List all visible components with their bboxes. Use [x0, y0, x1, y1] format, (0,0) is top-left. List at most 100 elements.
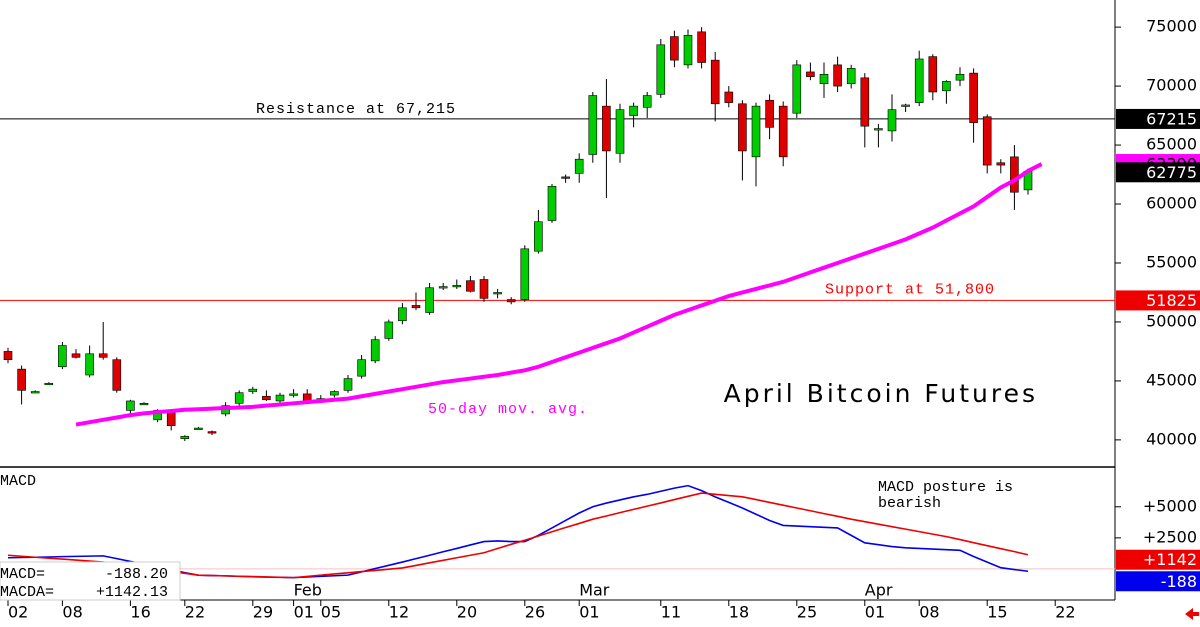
x-tick-label: 25: [797, 603, 817, 622]
value-box-label: -188: [1161, 572, 1197, 591]
candle-body: [914, 58, 924, 103]
candle-body: [194, 427, 203, 430]
candle-body: [642, 95, 652, 108]
legend-box: [0, 561, 181, 601]
ma-label: 50-day mov. avg.: [428, 401, 588, 418]
candle-body: [969, 72, 978, 123]
x-tick-label: 08: [62, 603, 82, 622]
x-tick-label: 12: [389, 603, 409, 622]
month-label: Mar: [579, 581, 610, 600]
candle-body: [493, 292, 502, 295]
y-tick-label: 55000: [1146, 252, 1197, 271]
candle-body: [534, 221, 543, 252]
candle-body: [574, 158, 584, 174]
candle-body: [996, 162, 1006, 166]
candle-body: [398, 307, 407, 322]
y2-tick-label: +5000: [1143, 496, 1197, 515]
x-tick-label: 08: [919, 603, 939, 622]
candle-body: [506, 299, 516, 303]
candle-body: [357, 359, 366, 377]
candle-body: [656, 44, 666, 95]
candle-body: [833, 64, 842, 87]
candle-body: [928, 56, 938, 93]
candle-body: [901, 104, 910, 107]
candle-body: [44, 382, 54, 386]
candle-body: [262, 395, 271, 401]
candle-body: [384, 321, 394, 339]
value-box: [1116, 162, 1200, 183]
candle-body: [874, 128, 883, 131]
candle-body: [166, 412, 176, 427]
value-box: [1116, 571, 1200, 592]
candle-body: [248, 388, 258, 392]
chart-title: April Bitcoin Futures: [724, 379, 1038, 408]
legend-value: -188.20: [105, 566, 168, 583]
x-tick-label: 01: [579, 603, 599, 622]
candle-body: [710, 59, 720, 105]
candle-body: [343, 378, 353, 391]
candle-body: [139, 403, 149, 406]
value-box-label: 62775: [1146, 163, 1197, 182]
candle-body: [860, 77, 870, 127]
candle-body: [30, 391, 40, 394]
candle-body: [85, 353, 94, 376]
candle-body: [629, 105, 638, 116]
x-tick-label: 26: [525, 603, 545, 622]
candle-body: [3, 351, 13, 360]
value-box-label: 67215: [1146, 109, 1197, 128]
candle-body: [887, 109, 897, 132]
candle-body: [370, 339, 380, 362]
x-tick-label: 11: [661, 603, 681, 622]
candle-body: [806, 71, 815, 77]
candle-body: [846, 68, 856, 85]
value-box: [1116, 549, 1200, 570]
y-tick-label: 50000: [1146, 311, 1197, 330]
x-tick-label: 01: [865, 603, 885, 622]
candle-body: [479, 279, 489, 299]
candle-body: [547, 186, 557, 221]
candle-body: [942, 81, 951, 92]
candle-body: [602, 105, 611, 152]
candle-body: [765, 99, 774, 128]
candle-body: [411, 305, 421, 309]
candle-body: [466, 280, 475, 292]
scroll-arrow[interactable]: [1185, 608, 1199, 620]
macd-title: MACD: [0, 473, 36, 490]
candle-body: [670, 36, 679, 61]
candle-body: [425, 287, 434, 313]
y-tick-label: 75000: [1146, 17, 1197, 36]
x-tick-label: 01: [294, 603, 314, 622]
candle-body: [234, 392, 244, 404]
candle-body: [615, 109, 625, 154]
candle-body: [683, 35, 693, 66]
candle-body: [955, 73, 965, 81]
y-tick-label: 40000: [1146, 429, 1197, 448]
x-tick-label: 20: [457, 603, 477, 622]
y-tick-label: 70000: [1146, 76, 1197, 95]
x-tick-label: 05: [321, 603, 341, 622]
x-tick-label: 02: [8, 603, 28, 622]
y-tick-label: 45000: [1146, 370, 1197, 389]
candle-body: [180, 436, 190, 439]
level-label: Resistance at 67,215: [256, 101, 456, 118]
candle-body: [792, 64, 802, 114]
candle-body: [58, 345, 67, 368]
candle-body: [452, 285, 462, 288]
candle-body: [778, 105, 788, 158]
candle-body: [17, 368, 26, 391]
y-tick-label: 65000: [1146, 135, 1197, 154]
candle-body: [738, 103, 747, 152]
candle-body: [982, 116, 992, 166]
candle-body: [275, 394, 285, 402]
value-box-label: +1142: [1143, 550, 1197, 569]
candle-body: [1010, 156, 1019, 193]
candle-body: [697, 31, 706, 63]
y2-tick-label: +2500: [1143, 527, 1197, 546]
legend-name: MACD=: [0, 566, 45, 583]
month-label: Feb: [294, 581, 322, 600]
legend-value: +1142.13: [96, 584, 168, 601]
candle-body: [289, 393, 298, 396]
month-label: Apr: [865, 581, 893, 600]
